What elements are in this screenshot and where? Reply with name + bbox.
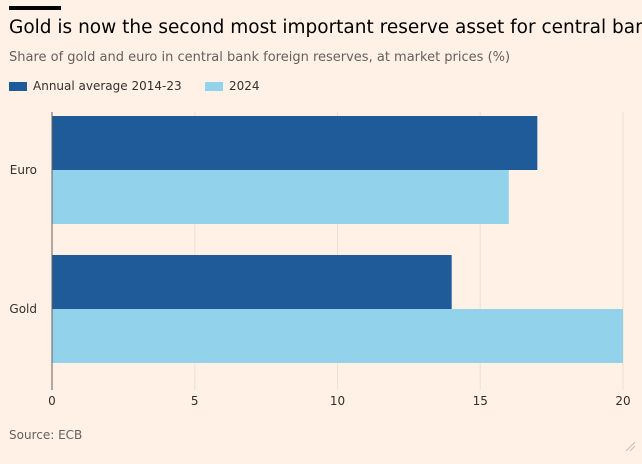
x-tick-label: 10 (330, 394, 345, 408)
legend-label-annual-average: Annual average 2014-23 (33, 79, 182, 93)
title-accent-bar (9, 6, 61, 10)
resize-handle-icon[interactable] (624, 440, 636, 452)
legend-label-2024: 2024 (229, 79, 260, 93)
x-tick-label: 20 (615, 394, 630, 408)
chart-title: Gold is now the second most important re… (9, 17, 642, 38)
bar (52, 309, 623, 363)
x-tick-label: 15 (473, 394, 488, 408)
source-note: Source: ECB (9, 428, 83, 442)
x-tick-label: 5 (191, 394, 199, 408)
bar (52, 116, 538, 170)
x-tick-label: 0 (48, 394, 56, 408)
category-label: Euro (10, 163, 37, 177)
legend-swatch-annual-average (9, 82, 27, 91)
bar (52, 255, 452, 309)
chart-subtitle: Share of gold and euro in central bank f… (9, 50, 511, 65)
bar (52, 170, 509, 224)
category-label: Gold (9, 302, 37, 316)
legend-swatch-2024 (205, 82, 223, 91)
